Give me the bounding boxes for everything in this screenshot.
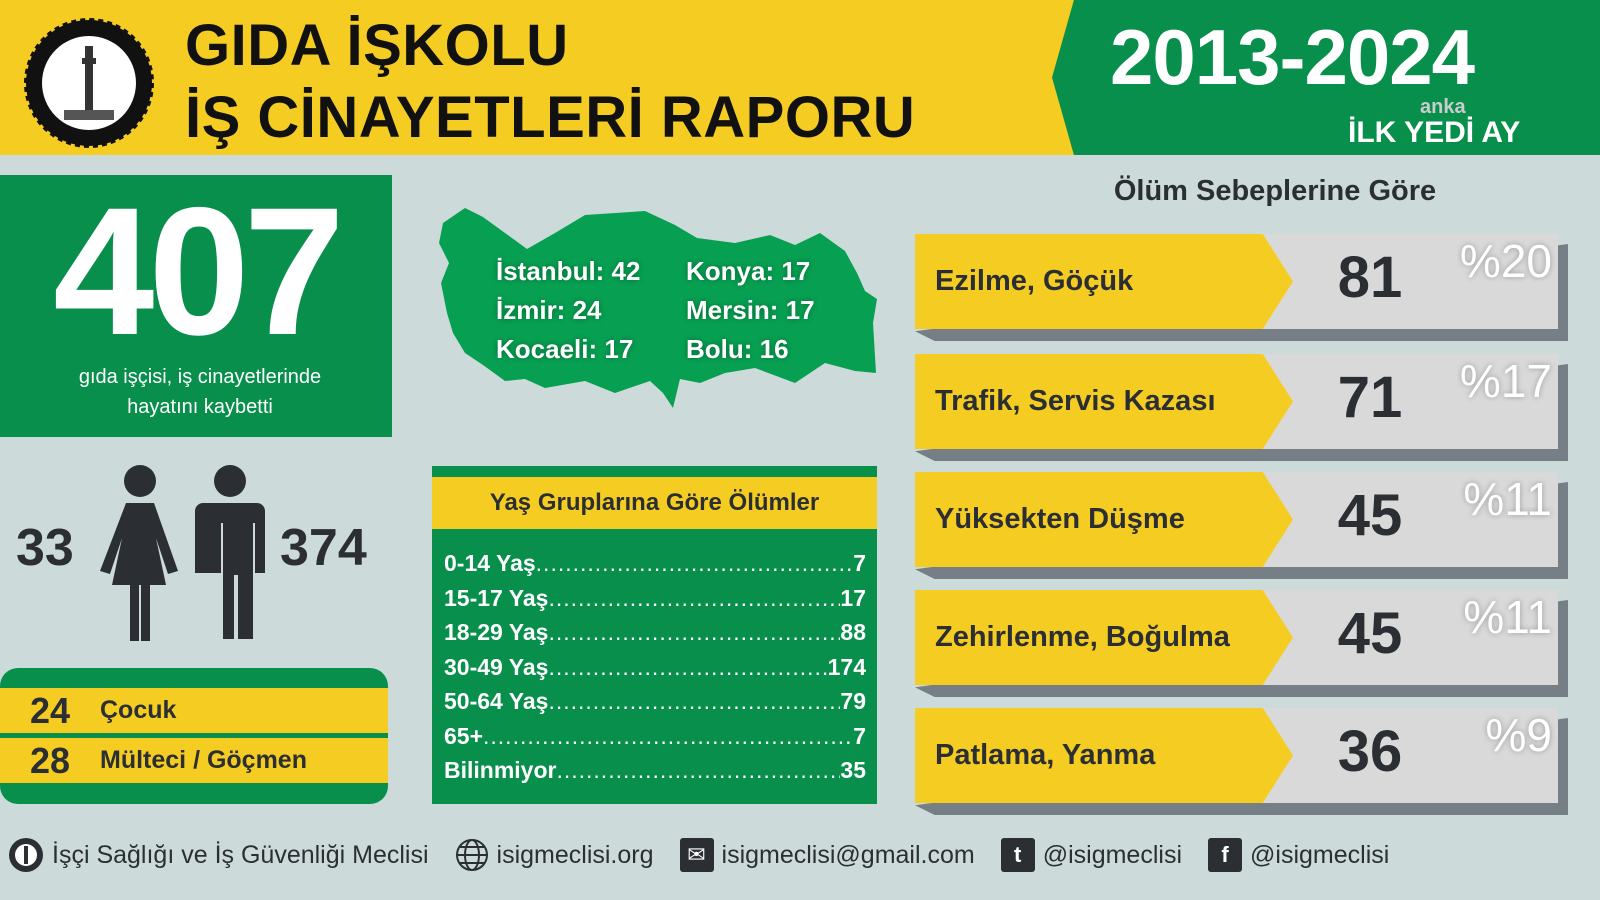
age-label: 30-49 Yaş (444, 653, 549, 680)
watermark: anka (1420, 96, 1466, 118)
facebook-icon: f (1208, 838, 1243, 872)
age-value: 7 (853, 550, 866, 576)
causes-title: Ölüm Sebeplerine Göre (1113, 175, 1437, 207)
cause-percent: %11 (1463, 591, 1552, 643)
age-label: 0-14 Yaş (444, 550, 536, 576)
age-title: Yaş Gruplarına Göre Ölümler (432, 477, 877, 529)
isig-logo-icon (9, 838, 43, 872)
footer-twitter[interactable]: @isigmeclisi (1042, 840, 1183, 869)
woman-icon (100, 465, 178, 641)
years-range: 2013-2024 (1110, 13, 1475, 101)
cause-row: Zehirlenme, Boğulma 45 %11 (915, 590, 1568, 697)
caption-line2: hayatını kaybetti (127, 396, 273, 418)
group-row: 24 Çocuk (0, 688, 388, 733)
dot-leader: ........................................… (556, 757, 841, 783)
city-stat: Bolu: 16 (686, 334, 789, 364)
group-value: 24 (29, 689, 71, 731)
city-stat: İzmir: 24 (496, 295, 602, 325)
male-count: 374 (280, 519, 367, 577)
age-row: 50-64 Yaş...............................… (444, 684, 866, 718)
dot-leader: ........................................… (548, 688, 841, 714)
cause-percent: %11 (1463, 473, 1552, 525)
age-value: 174 (827, 653, 866, 680)
cause-label: Ezilme, Göçük (935, 265, 1134, 297)
age-row: 18-29 Yaş...............................… (444, 615, 866, 649)
header-year-panel (1052, 0, 1600, 155)
city-stat: Konya: 17 (686, 256, 811, 286)
age-label: 50-64 Yaş (444, 688, 549, 714)
cause-count: 45 (1337, 601, 1403, 666)
footer-website[interactable]: isigmeclisi.org (496, 840, 654, 869)
dot-leader: ........................................… (548, 619, 841, 645)
twitter-icon: t (1000, 838, 1035, 872)
cause-percent: %20 (1459, 235, 1552, 287)
age-value: 35 (840, 757, 866, 783)
turkey-map (439, 208, 877, 408)
cause-label: Yüksekten Düşme (935, 503, 1185, 535)
cause-label: Zehirlenme, Boğulma (935, 621, 1230, 653)
city-stat: İstanbul: 42 (496, 256, 641, 286)
age-row: 30-49 Yaş...............................… (444, 650, 866, 684)
age-value: 17 (840, 584, 866, 611)
group-label: Mülteci / Göçmen (100, 746, 307, 774)
age-row: 0-14 Yaş................................… (444, 546, 866, 580)
cause-count: 71 (1337, 365, 1403, 430)
age-value: 7 (853, 722, 866, 749)
isig-logo-icon (24, 18, 154, 148)
footer-facebook[interactable]: @isigmeclisi (1250, 840, 1390, 869)
age-label: Bilinmiyor (444, 757, 557, 783)
total-caption: gıda işçisi, iş cinayetlerinde hayatını k… (0, 362, 400, 422)
city-stat: Mersin: 17 (686, 295, 815, 325)
age-value: 79 (840, 688, 866, 714)
cause-count: 81 (1337, 245, 1403, 310)
period-label: İLK YEDİ AY (1348, 116, 1521, 149)
cause-count: 36 (1337, 719, 1403, 784)
cause-percent: %17 (1459, 355, 1552, 407)
cause-count: 45 (1337, 483, 1403, 548)
footer-email[interactable]: isigmeclisi@gmail.com (721, 840, 975, 869)
footer-org: İşçi Sağlığı ve İş Güvenliği Meclisi (52, 840, 429, 869)
age-value: 88 (840, 619, 866, 645)
group-value: 28 (29, 739, 71, 781)
dot-leader: ........................................… (483, 722, 853, 749)
dot-leader: ........................................… (548, 584, 841, 611)
dot-leader: ........................................… (535, 550, 854, 576)
group-label: Çocuk (100, 696, 177, 724)
female-count: 33 (16, 519, 74, 577)
globe-icon (455, 839, 488, 871)
age-label: 65+ (444, 722, 484, 749)
age-label: 18-29 Yaş (444, 619, 549, 645)
cause-percent: %9 (1485, 709, 1552, 761)
mail-icon: ✉ (679, 838, 714, 872)
man-icon (195, 465, 265, 639)
age-row: 15-17 Yaş...............................… (444, 581, 866, 615)
cause-label: Trafik, Servis Kazası (935, 385, 1216, 417)
cause-row: Patlama, Yanma 36 %9 (915, 708, 1568, 815)
caption-line1: gıda işçisi, iş cinayetlerinde (78, 366, 322, 388)
cause-row: Trafik, Servis Kazası 71 %17 (915, 354, 1568, 461)
cause-row: Yüksekten Düşme 45 %11 (915, 472, 1568, 579)
age-label: 15-17 Yaş (444, 584, 549, 611)
footer: İşçi Sağlığı ve İş Güvenliği Meclisi isi… (0, 832, 1600, 878)
group-row: 28 Mülteci / Göçmen (0, 738, 388, 783)
cause-label: Patlama, Yanma (935, 739, 1156, 771)
age-row: 65+.....................................… (444, 719, 866, 753)
city-stat: Kocaeli: 17 (496, 334, 634, 364)
age-row: Bilinmiyor..............................… (444, 753, 866, 787)
title-line2: İŞ CİNAYETLERİ RAPORU (185, 85, 916, 150)
dot-leader: ........................................… (548, 653, 828, 680)
title-line1: GIDA İŞKOLU (185, 13, 569, 78)
total-count: 407 (53, 169, 345, 373)
total-panel (0, 175, 392, 437)
cause-row: Ezilme, Göçük 81 %20 (915, 234, 1568, 341)
